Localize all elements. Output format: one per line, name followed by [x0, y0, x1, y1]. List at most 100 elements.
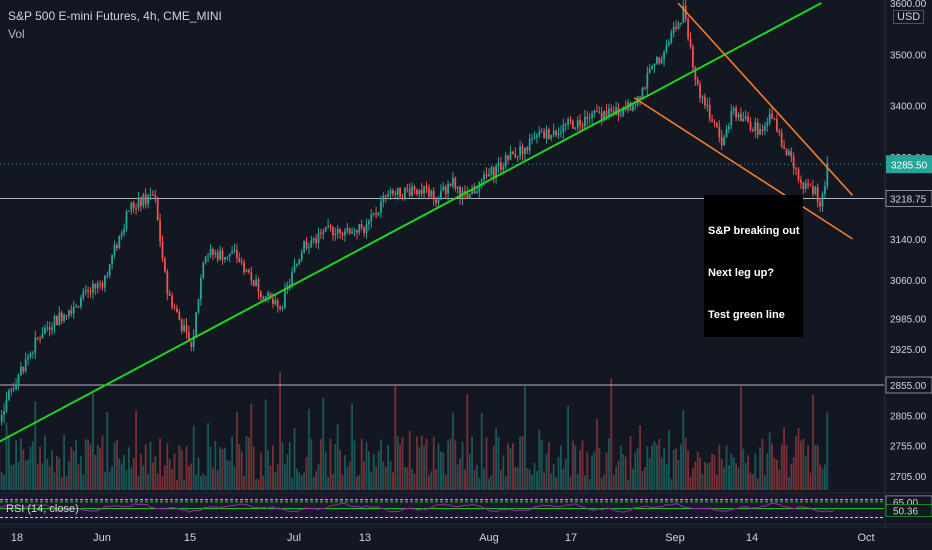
volume-bar — [615, 466, 617, 490]
volume-bar — [17, 461, 20, 490]
rsi-band — [0, 495, 884, 520]
candle-body — [752, 129, 754, 131]
x-tick-label: Sep — [665, 532, 685, 544]
candle-body — [754, 122, 757, 131]
candle-body — [780, 133, 783, 147]
candle-body — [651, 66, 653, 70]
volume-bar — [252, 446, 255, 490]
candle-body — [15, 384, 17, 389]
volume-bar — [512, 443, 514, 490]
volume-bar — [692, 468, 694, 490]
volume-bar — [274, 472, 277, 490]
candle-body — [368, 221, 370, 225]
volume-bar — [298, 472, 301, 490]
volume-bar — [665, 464, 668, 490]
candle-body — [804, 183, 807, 189]
candle-body — [555, 130, 557, 136]
volume-bar — [195, 474, 197, 490]
volume-bar — [44, 435, 46, 490]
candle-body — [776, 118, 778, 131]
candle-body — [269, 292, 272, 299]
candle-body — [720, 137, 723, 146]
volume-bar — [377, 451, 380, 490]
candle-body — [797, 168, 800, 180]
candle-body — [130, 202, 133, 211]
candle-body — [437, 199, 440, 204]
volume-bar — [281, 442, 284, 490]
volume-bar — [574, 445, 577, 490]
volume-bar — [442, 452, 445, 490]
volume-bar — [188, 466, 190, 490]
candle-body — [605, 111, 608, 116]
volume-bar — [399, 444, 401, 490]
candle-body — [682, 5, 685, 23]
volume-bar — [634, 452, 637, 490]
candle-body — [747, 116, 749, 122]
volume-bar — [396, 436, 399, 490]
volume-bar — [476, 464, 478, 490]
candle-body — [308, 247, 310, 249]
candle-body — [531, 138, 533, 140]
candle-body — [173, 307, 176, 309]
volume-bar — [156, 473, 159, 490]
currency-button[interactable]: USD — [893, 10, 925, 24]
candle-body — [615, 107, 617, 115]
volume-bar — [519, 436, 521, 490]
volume-bar — [144, 444, 147, 490]
volume-bar — [497, 436, 500, 490]
volume-bar — [656, 444, 658, 490]
volume-bar — [29, 446, 32, 490]
candle-body — [219, 250, 221, 260]
volume-bar — [502, 455, 505, 490]
candle-body — [46, 327, 49, 329]
candle-body — [147, 195, 149, 205]
volume-bar — [548, 442, 550, 490]
volume-bar — [728, 465, 730, 490]
volume-bar — [636, 447, 639, 490]
price-candles — [0, 0, 829, 426]
candle-body — [411, 186, 413, 196]
candle-body — [425, 186, 428, 189]
candle-body — [488, 174, 490, 177]
candle-body — [192, 336, 195, 347]
candle-body — [584, 116, 586, 127]
volume-bar — [644, 467, 646, 490]
volume-bar — [682, 410, 685, 490]
annotation-note[interactable]: S&P breaking out Next leg up? Test green… — [704, 195, 804, 337]
volume-bar — [766, 453, 769, 490]
candle-body — [447, 183, 449, 194]
candle-body — [418, 190, 421, 195]
volume-bar — [596, 419, 598, 490]
candle-body — [526, 147, 529, 151]
candle-body — [375, 212, 377, 215]
candle-body — [32, 352, 34, 354]
volume-bar — [149, 441, 152, 490]
volume-bar — [128, 447, 130, 490]
volume-bar — [96, 444, 99, 490]
candle-body — [329, 225, 332, 228]
volume-bar — [72, 451, 75, 490]
volume-bar — [245, 436, 248, 490]
volume-bar — [557, 456, 560, 490]
candle-body — [387, 194, 389, 197]
volume-bar — [324, 451, 327, 490]
rsi-tick-label: 65.00 — [893, 498, 918, 509]
volume-bar — [5, 422, 8, 490]
candle-body — [521, 146, 524, 155]
volume-bar — [353, 440, 356, 490]
candle-body — [284, 288, 286, 308]
candle-body — [180, 320, 183, 332]
volume-bar — [250, 403, 253, 490]
volume-bar — [320, 439, 322, 490]
volume-bar — [821, 468, 824, 490]
volume-bar — [284, 464, 286, 490]
candle-body — [77, 306, 80, 308]
candle-body — [528, 138, 531, 151]
volume-bar — [545, 453, 548, 490]
volume-bar — [677, 460, 680, 490]
candle-body — [536, 135, 538, 137]
candle-body — [128, 210, 130, 212]
candle-body — [250, 272, 253, 281]
candle-body — [142, 194, 145, 206]
y-tick-label: 2705.00 — [890, 472, 927, 483]
